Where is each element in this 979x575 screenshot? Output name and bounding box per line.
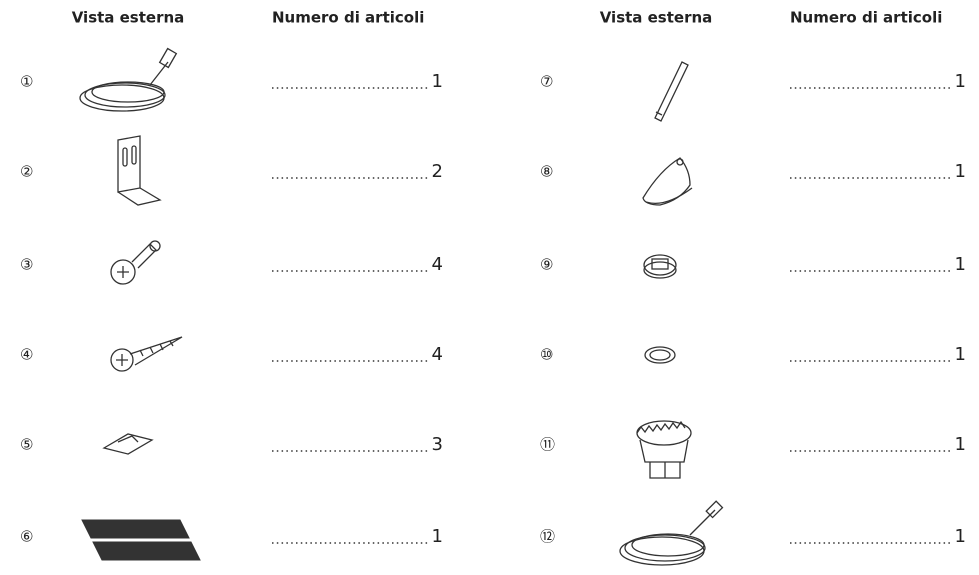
icon-bracket	[117, 135, 162, 206]
icon-cable	[79, 47, 178, 112]
item-quantity: 1	[955, 161, 966, 182]
item-number: ⑪	[540, 436, 555, 454]
item-number: ⑩	[540, 346, 553, 364]
icon-antenna	[654, 61, 689, 122]
icon-base	[642, 157, 693, 206]
item-number: ⑫	[540, 528, 555, 546]
icon-fastener	[81, 519, 201, 561]
item-quantity: 2	[432, 161, 443, 182]
item-quantity: 1	[955, 344, 966, 365]
item-number: ①	[20, 73, 33, 91]
item-number: ⑧	[540, 163, 553, 181]
icon-grommet	[643, 254, 677, 279]
header-view: Vista esterna	[72, 9, 185, 27]
item-quantity: 1	[955, 434, 966, 455]
item-number: ②	[20, 163, 33, 181]
icon-clip	[102, 433, 154, 455]
icon-cable-2	[619, 500, 724, 566]
icon-bolt	[110, 240, 161, 285]
item-quantity: 1	[955, 526, 966, 547]
item-number: ③	[20, 256, 33, 274]
icon-ring	[644, 346, 676, 364]
item-quantity: 1	[432, 71, 443, 92]
header-quantity: Numero di articoli	[272, 9, 424, 27]
item-quantity: 3	[432, 434, 443, 455]
item-number: ⑦	[540, 73, 553, 91]
item-quantity: 1	[432, 526, 443, 547]
item-number: ⑤	[20, 436, 33, 454]
item-number: ⑥	[20, 528, 33, 546]
item-number: ④	[20, 346, 33, 364]
header-quantity: Numero di articoli	[790, 9, 942, 27]
item-quantity: 1	[955, 254, 966, 275]
header-view: Vista esterna	[600, 9, 713, 27]
item-quantity: 4	[432, 254, 443, 275]
icon-nut	[636, 420, 692, 479]
item-quantity: 1	[955, 71, 966, 92]
item-number: ⑨	[540, 256, 553, 274]
item-quantity: 4	[432, 344, 443, 365]
icon-screw	[110, 336, 183, 372]
